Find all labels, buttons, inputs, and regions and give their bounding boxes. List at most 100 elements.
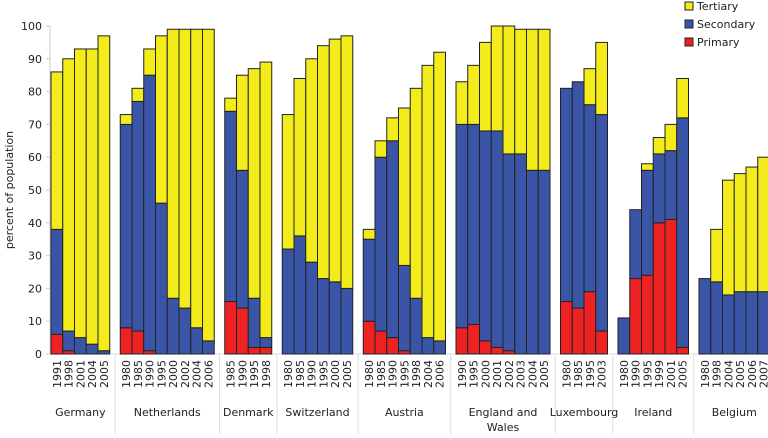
bar-tertiary-switzerland-1980 bbox=[281, 114, 295, 250]
bar-tertiary-denmark-1995 bbox=[247, 68, 261, 299]
y-tick-label: 80 bbox=[28, 86, 42, 99]
x-tick-label: 1980 bbox=[560, 360, 573, 388]
x-tick-label: 2001 bbox=[74, 360, 87, 388]
bar-secondary-denmark-1985 bbox=[224, 110, 237, 303]
bar-secondary-austria-1985 bbox=[374, 156, 388, 332]
bar-tertiary-austria-1980 bbox=[362, 228, 376, 240]
bar-secondary-germany-2001 bbox=[74, 337, 87, 355]
y-tick-label: 40 bbox=[28, 217, 42, 230]
bar-secondary-belgium-2007 bbox=[757, 291, 768, 355]
x-tick-label: 2004 bbox=[722, 360, 735, 388]
bar-secondary-denmark-1995 bbox=[247, 297, 261, 348]
bar-tertiary-austria-2006 bbox=[433, 51, 446, 342]
bar-tertiary-austria-1990 bbox=[386, 117, 399, 142]
x-tick-label: 2005 bbox=[341, 360, 354, 388]
bar-tertiary-belgium-2004 bbox=[722, 179, 735, 296]
bar-tertiary-belgium-1998 bbox=[710, 228, 723, 283]
bar-tertiary-belgium-2007 bbox=[757, 156, 768, 293]
x-tick-label: 1985 bbox=[375, 360, 388, 388]
bar-secondary-ireland-2005 bbox=[676, 117, 689, 348]
bar-primary-denmark-1995 bbox=[247, 346, 261, 355]
bar-tertiary-england-and-wales-2000 bbox=[479, 41, 492, 132]
bar-secondary-england-and-wales-2003 bbox=[514, 153, 527, 355]
country-label: Switzerland bbox=[285, 406, 349, 419]
x-tick-label: 1998 bbox=[410, 360, 423, 388]
legend-swatch-primary bbox=[684, 37, 694, 47]
bar-primary-germany-1991 bbox=[50, 333, 64, 355]
x-tick-label: 1995 bbox=[248, 360, 261, 388]
y-axis-label: percent of population bbox=[3, 131, 16, 249]
bar-primary-denmark-1990 bbox=[236, 307, 249, 355]
bar-tertiary-england-and-wales-2001 bbox=[490, 25, 504, 132]
x-tick-label: 2002 bbox=[179, 360, 192, 388]
x-tick-label: 1985 bbox=[225, 360, 238, 388]
bar-tertiary-england-and-wales-2005 bbox=[537, 28, 551, 171]
bar-secondary-austria-2004 bbox=[421, 337, 435, 355]
x-tick-label: 1985 bbox=[132, 360, 145, 388]
bar-secondary-luxembourg-2003 bbox=[595, 114, 608, 332]
bar-secondary-netherlands-2002 bbox=[178, 307, 192, 355]
bar-tertiary-switzerland-1995 bbox=[317, 45, 330, 280]
bar-tertiary-netherlands-2004 bbox=[190, 28, 203, 329]
bar-primary-luxembourg-1985 bbox=[571, 307, 585, 355]
x-tick-label: 2000 bbox=[167, 360, 180, 388]
country-label: Belgium bbox=[712, 406, 757, 419]
bar-secondary-netherlands-2006 bbox=[202, 340, 215, 355]
group-dividers bbox=[114, 354, 695, 434]
bar-secondary-switzerland-2005 bbox=[340, 287, 354, 355]
bar-secondary-netherlands-2000 bbox=[166, 297, 180, 355]
bar-tertiary-germany-2001 bbox=[74, 48, 87, 339]
bar-secondary-ireland-1990 bbox=[629, 209, 642, 280]
y-tick-label: 0 bbox=[35, 348, 42, 361]
bar-tertiary-belgium-2005 bbox=[733, 173, 747, 293]
bar-secondary-luxembourg-1985 bbox=[571, 81, 585, 309]
bar-secondary-england-and-wales-2001 bbox=[490, 130, 504, 348]
bar-tertiary-ireland-2005 bbox=[676, 77, 689, 119]
bars bbox=[50, 25, 768, 355]
x-tick-label: 2006 bbox=[746, 360, 759, 388]
x-tick-label: 1998 bbox=[260, 360, 273, 388]
x-tick-label: 1998 bbox=[711, 360, 724, 388]
bar-tertiary-netherlands-2006 bbox=[202, 28, 215, 342]
bar-primary-luxembourg-1980 bbox=[560, 301, 573, 355]
bar-secondary-switzerland-1980 bbox=[281, 248, 295, 355]
bar-secondary-austria-2006 bbox=[433, 340, 446, 355]
bar-primary-england-and-wales-2000 bbox=[479, 340, 492, 355]
x-tick-label: 2004 bbox=[86, 360, 99, 388]
bar-secondary-ireland-1999 bbox=[652, 153, 666, 224]
x-tick-label: 1990 bbox=[630, 360, 643, 388]
x-tick-label: 2003 bbox=[596, 360, 609, 388]
bar-secondary-switzerland-2000 bbox=[328, 281, 342, 355]
x-tick-label: 1980 bbox=[282, 360, 295, 388]
bar-secondary-switzerland-1995 bbox=[317, 278, 330, 355]
country-label: England and bbox=[469, 406, 538, 419]
x-tick-label: 1995 bbox=[317, 360, 330, 388]
bar-secondary-belgium-2005 bbox=[733, 291, 747, 355]
bar-secondary-austria-1995 bbox=[398, 264, 411, 352]
bar-tertiary-switzerland-2000 bbox=[328, 38, 342, 283]
x-tick-label: 2004 bbox=[422, 360, 435, 388]
bar-tertiary-ireland-1999 bbox=[652, 137, 666, 155]
bar-tertiary-germany-2005 bbox=[97, 35, 111, 352]
country-label: Netherlands bbox=[134, 406, 201, 419]
bar-primary-england-and-wales-1990 bbox=[455, 327, 469, 355]
bar-tertiary-england-and-wales-1990 bbox=[455, 81, 469, 125]
y-tick-label: 70 bbox=[28, 118, 42, 131]
bar-tertiary-netherlands-1980 bbox=[119, 114, 133, 125]
bar-primary-ireland-1995 bbox=[641, 274, 654, 355]
bar-primary-luxembourg-2003 bbox=[595, 330, 608, 355]
x-tick-label: 2004 bbox=[526, 360, 539, 388]
bar-primary-luxembourg-1995 bbox=[583, 291, 597, 355]
bar-tertiary-austria-1998 bbox=[409, 87, 423, 299]
x-tick-label: 1990 bbox=[306, 360, 319, 388]
x-tick-label: 1998 bbox=[63, 360, 76, 388]
bar-secondary-belgium-1998 bbox=[710, 281, 723, 355]
x-tick-label: 2003 bbox=[515, 360, 528, 388]
bar-tertiary-netherlands-1990 bbox=[143, 48, 156, 76]
legend-label-secondary: Secondary bbox=[697, 18, 756, 31]
x-tick-label: 2007 bbox=[758, 360, 768, 388]
x-tick-label: 2002 bbox=[503, 360, 516, 388]
y-tick-label: 50 bbox=[28, 184, 42, 197]
y-tick-label: 20 bbox=[28, 282, 42, 295]
bar-tertiary-england-and-wales-2004 bbox=[526, 28, 539, 171]
